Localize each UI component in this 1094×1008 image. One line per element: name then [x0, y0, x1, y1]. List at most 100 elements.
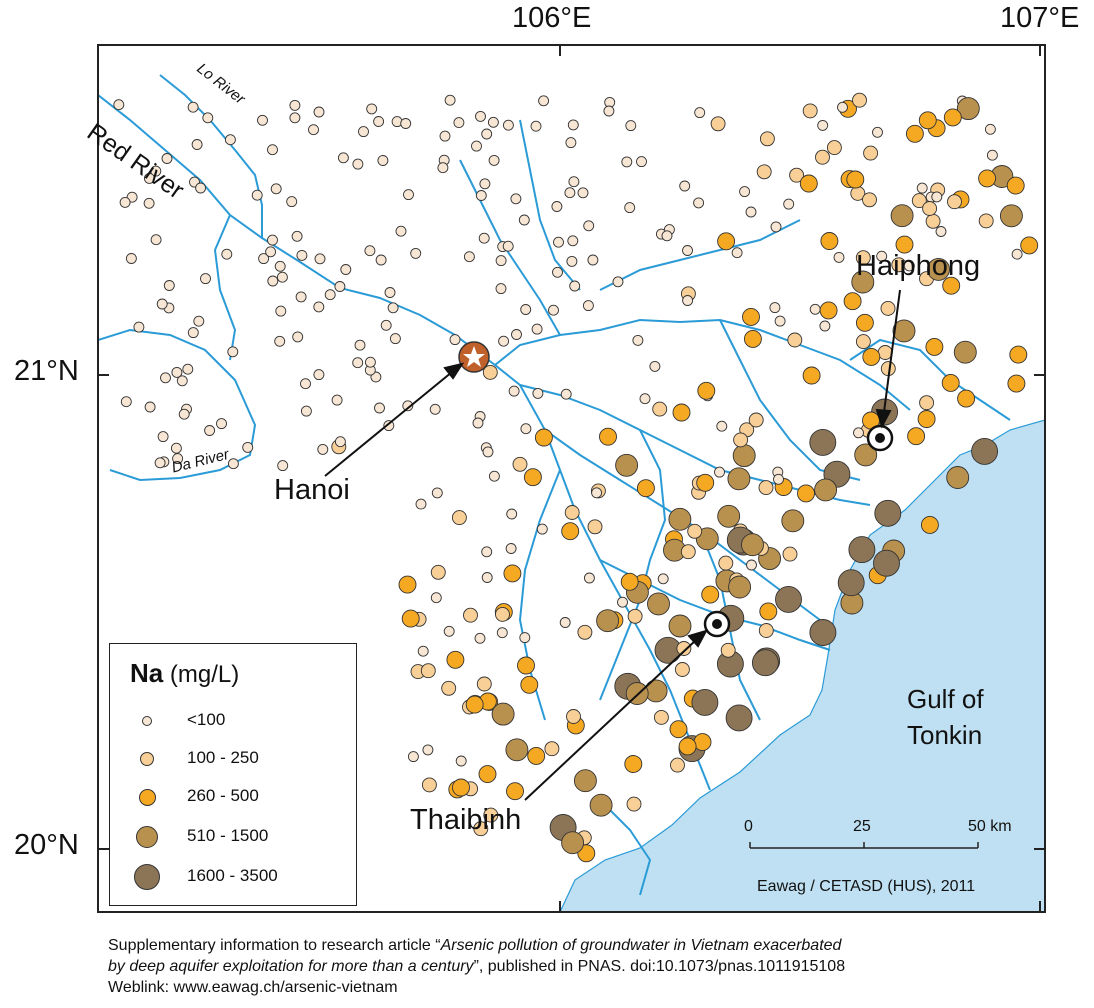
sample-point [508, 385, 520, 397]
sample-point [946, 466, 970, 489]
sample-point [505, 543, 517, 554]
sample-point [265, 246, 277, 258]
sample-point [920, 515, 939, 534]
scale-label-50: 50 km [968, 818, 1012, 835]
sample-point [739, 186, 751, 198]
sample-point [277, 460, 289, 472]
sample-point [187, 101, 199, 113]
sample-point [446, 650, 465, 669]
sample-point [553, 236, 564, 248]
sample-point [313, 301, 325, 313]
legend-symbol-100-250 [140, 752, 154, 766]
sample-point [853, 427, 864, 439]
sample-point [317, 443, 329, 455]
sample-point [324, 289, 336, 301]
sample-point [1007, 374, 1026, 393]
sample-point [483, 807, 499, 823]
sample-point [931, 191, 943, 203]
sample-point [957, 389, 976, 408]
sample-point [624, 755, 643, 773]
sample-point [402, 400, 414, 412]
legend-row-1600-3500: 1600 - 3500 [110, 857, 350, 897]
caption-line2-italic: by deep aquifer exploitation for more th… [108, 958, 474, 975]
sample-point [710, 116, 726, 132]
sample-point [354, 339, 366, 351]
sample-point [216, 418, 227, 430]
sample-point [756, 164, 772, 180]
sample-point [258, 253, 270, 265]
sample-point [603, 105, 615, 117]
sample-point [742, 307, 760, 326]
sample-point [583, 220, 595, 232]
caption-line1-italic: Arsenic pollution of groundwater in Viet… [440, 937, 842, 954]
sea-label-line2: Tonkin [907, 720, 983, 750]
sample-point [561, 831, 585, 855]
sample-point [474, 632, 486, 644]
sample-point [403, 189, 414, 201]
sample-point [714, 466, 725, 478]
sample-point [475, 110, 486, 122]
sample-point [877, 345, 893, 360]
sample-point [774, 315, 786, 327]
haiphong-marker [866, 424, 894, 452]
sample-point [274, 335, 286, 347]
sample-point [383, 420, 395, 432]
sample-point [227, 346, 239, 358]
sample-point [157, 431, 169, 443]
sample-point [880, 300, 896, 316]
legend-row-510-1500: 510 - 1500 [110, 817, 350, 857]
sample-point [286, 196, 298, 208]
sample-point [364, 356, 376, 368]
sample-point [463, 251, 475, 263]
sample-point [395, 225, 407, 237]
sample-point [422, 744, 434, 756]
sample-point [488, 470, 500, 482]
sample-point [872, 126, 883, 138]
sample-point [491, 702, 515, 726]
sample-point [520, 304, 532, 315]
sample-point [512, 456, 528, 472]
sample-point [451, 510, 467, 526]
sample-point [481, 572, 493, 583]
sample-point [481, 128, 493, 140]
sample-point [1006, 176, 1025, 195]
caption-line-2: by deep aquifer exploitation for more th… [108, 956, 845, 977]
sample-point [1011, 248, 1023, 260]
sample-point [639, 393, 651, 405]
sample-point [358, 126, 369, 138]
sample-point [741, 533, 764, 557]
sample-point [548, 304, 559, 316]
latitude-label-20: 20°N [14, 829, 79, 861]
sample-point [530, 120, 542, 132]
sample-point [748, 412, 764, 428]
sample-point [746, 559, 757, 571]
sample-point [809, 619, 837, 646]
sample-point [621, 156, 633, 168]
sample-point [520, 675, 539, 694]
sample-point [144, 401, 156, 413]
sample-point [802, 366, 821, 385]
sample-point [583, 572, 595, 584]
sample-point [907, 427, 926, 446]
sample-point [267, 234, 278, 246]
sample-point [716, 420, 728, 432]
sample-point [193, 315, 205, 327]
sample-point [481, 546, 493, 558]
sample-point [495, 255, 507, 267]
sample-point [895, 235, 914, 254]
sample-point [441, 680, 457, 696]
sample-point [668, 507, 692, 531]
sample-point [1020, 236, 1039, 255]
sample-point [577, 187, 589, 199]
sample-point [150, 234, 162, 246]
sample-point [119, 196, 131, 208]
sample-point [163, 280, 175, 291]
sample-point [978, 213, 994, 229]
sample-point [401, 609, 420, 628]
sample-point [745, 206, 757, 218]
sample-point [182, 363, 194, 375]
sample-point [308, 124, 319, 136]
sample-point [927, 257, 950, 281]
sample-point [589, 793, 613, 817]
scale-label-25: 25 [853, 818, 871, 835]
